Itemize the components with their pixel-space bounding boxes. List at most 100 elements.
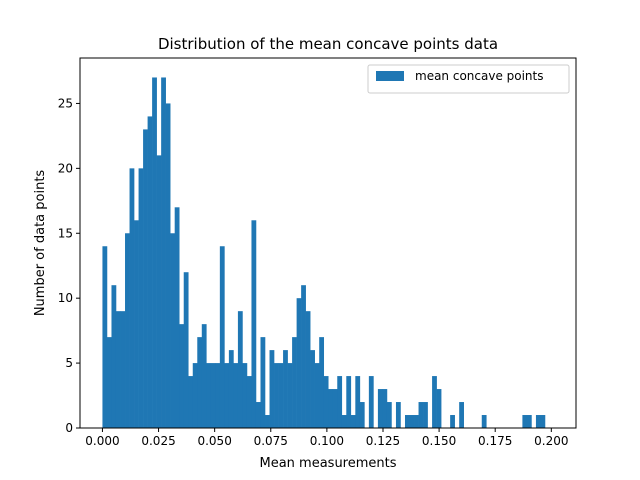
histogram-bar (260, 337, 266, 428)
histogram-bar (197, 337, 203, 428)
histogram-bar (287, 363, 293, 428)
bars-group (102, 77, 546, 429)
y-tick-label: 15 (58, 226, 73, 240)
histogram-bar (436, 389, 442, 428)
histogram-bar (147, 116, 153, 428)
histogram-bar (540, 415, 546, 428)
histogram-bar (283, 350, 288, 428)
x-axis-ticks: 0.000 0.025 0.050 0.075 0.100 0.125 0.150 0.175… (85, 428, 568, 448)
x-axis-label: Mean measurements (259, 456, 396, 471)
histogram-bar (115, 311, 121, 428)
histogram-bar (359, 402, 365, 428)
histogram-bar (156, 155, 162, 429)
histogram-bar (174, 207, 180, 428)
histogram-bar (228, 350, 234, 428)
histogram-bar (125, 233, 130, 428)
legend-swatch (376, 71, 404, 81)
histogram-bar (382, 389, 388, 428)
y-tick-label: 5 (65, 356, 73, 370)
histogram-bar (201, 324, 207, 428)
histogram-bar (143, 129, 148, 428)
histogram-bar (368, 376, 374, 428)
y-tick-label: 25 (58, 96, 73, 110)
x-tick-label: 0.075 (254, 434, 288, 448)
histogram-bar (314, 363, 320, 428)
histogram-bar (215, 363, 221, 428)
legend: mean concave points (367, 64, 570, 94)
histogram-bar (350, 415, 356, 428)
histogram-bar (296, 298, 302, 428)
histogram-bar (305, 311, 311, 428)
histogram-bar (120, 311, 126, 428)
y-tick-label: 0 (65, 421, 73, 435)
histogram-bar (450, 415, 455, 428)
x-tick-label: 0.125 (366, 434, 400, 448)
histogram-bar (161, 77, 166, 428)
histogram-bar (206, 363, 212, 428)
x-tick-label: 0.000 (85, 434, 119, 448)
histogram-bar (152, 77, 157, 428)
histogram-bar (134, 220, 139, 428)
axes-frame (79, 57, 577, 429)
histogram-bar (183, 272, 189, 428)
histogram-bar (138, 168, 144, 428)
histogram-bar (341, 415, 347, 428)
histogram-bar (310, 350, 315, 428)
histogram-bar (346, 376, 352, 428)
histogram-bar (423, 402, 428, 428)
histogram-bar (418, 402, 424, 428)
histogram-bar (170, 233, 175, 428)
histogram-bar (355, 376, 361, 428)
histogram-bar (165, 103, 171, 428)
x-tick-label: 0.150 (422, 434, 456, 448)
histogram-bar (269, 350, 275, 428)
histogram-bar (409, 415, 415, 428)
histogram-bar (337, 376, 343, 428)
histogram-bar (210, 363, 216, 428)
histogram-bar (188, 376, 194, 428)
histogram-bar (319, 337, 325, 428)
histogram-bar (386, 402, 392, 428)
legend-box (367, 64, 570, 94)
histogram-bar (179, 324, 185, 428)
histogram-bar (192, 363, 198, 428)
histogram-bar (242, 363, 248, 428)
histogram-bar (265, 415, 270, 428)
x-tick-label: 0.175 (478, 434, 512, 448)
y-axis-label: Number of data points (33, 170, 48, 317)
histogram-bar (332, 389, 338, 428)
histogram-bar (404, 415, 410, 428)
histogram-bar (219, 246, 225, 428)
y-tick-label: 20 (58, 161, 73, 175)
x-tick-label: 0.200 (534, 434, 568, 448)
y-axis-ticks: 0 5 10 15 20 25 (58, 96, 80, 435)
x-tick-label: 0.025 (141, 434, 175, 448)
histogram-bar (255, 402, 261, 428)
histogram-bar (246, 376, 252, 428)
histogram-bar (526, 415, 532, 428)
histogram-bar (481, 415, 487, 428)
legend-label: mean concave points (415, 69, 544, 83)
histogram-bar (432, 376, 437, 428)
histogram-bar (522, 415, 528, 428)
histogram-bar (233, 363, 239, 428)
histogram-bar (323, 376, 329, 428)
histogram-bar (251, 220, 257, 428)
y-tick-label: 10 (58, 291, 73, 305)
chart-title: Distribution of the mean concave points … (158, 35, 498, 53)
histogram-bar (328, 389, 334, 428)
histogram-bar (395, 402, 401, 428)
histogram-bar (301, 285, 306, 428)
histogram-bar (274, 363, 279, 428)
x-tick-label: 0.050 (197, 434, 231, 448)
histogram-bar (292, 337, 297, 428)
histogram-bar (106, 337, 112, 428)
histogram-bar (535, 415, 541, 428)
histogram-bar (377, 389, 383, 428)
x-tick-label: 0.100 (310, 434, 344, 448)
histogram-bar (102, 246, 108, 428)
histogram-bar (224, 363, 230, 428)
histogram-bar (459, 402, 464, 428)
histogram-bar (237, 311, 243, 428)
